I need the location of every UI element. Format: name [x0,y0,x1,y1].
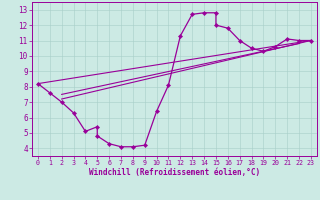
X-axis label: Windchill (Refroidissement éolien,°C): Windchill (Refroidissement éolien,°C) [89,168,260,177]
